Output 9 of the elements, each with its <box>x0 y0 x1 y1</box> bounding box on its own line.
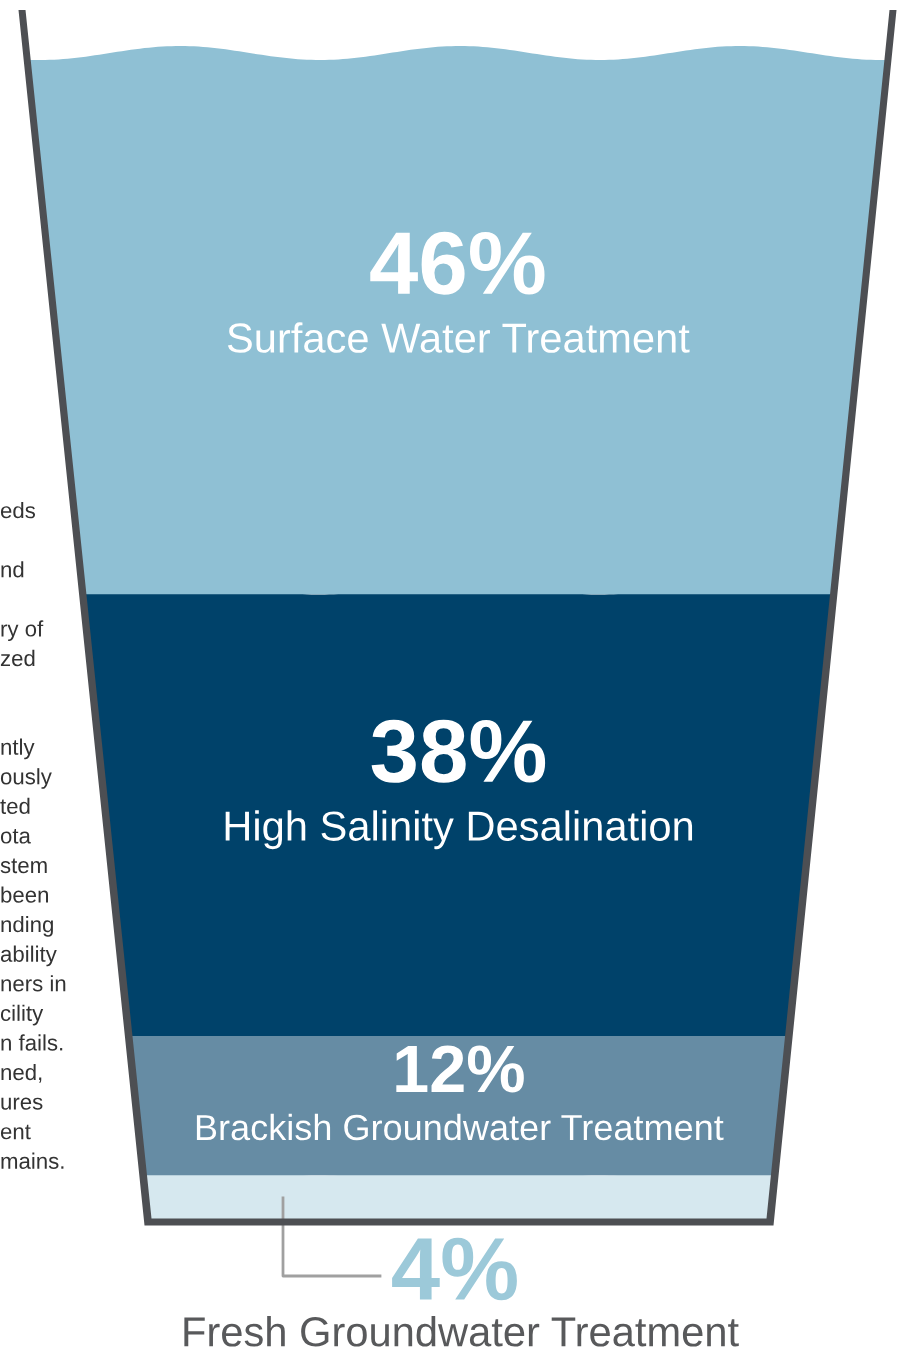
data-label: 4% <box>392 1237 517 1301</box>
category-label: Surface Water Treatment <box>227 322 690 353</box>
category-label: Fresh Groundwater Treatment <box>184 1316 739 1347</box>
text: eds nd ry of zed ntly ously ted ota stem been nding ability ners in cility n fails. ned, ures ent mains. <box>0 502 66 1169</box>
data-label: 12% <box>396 1045 524 1093</box>
category-label: Brackish Groundwater Treatment <box>196 1113 724 1141</box>
data-label: 38% <box>371 719 546 783</box>
data-label: 46% <box>370 231 545 295</box>
category-label: High Salinity Desalination <box>225 810 693 850</box>
